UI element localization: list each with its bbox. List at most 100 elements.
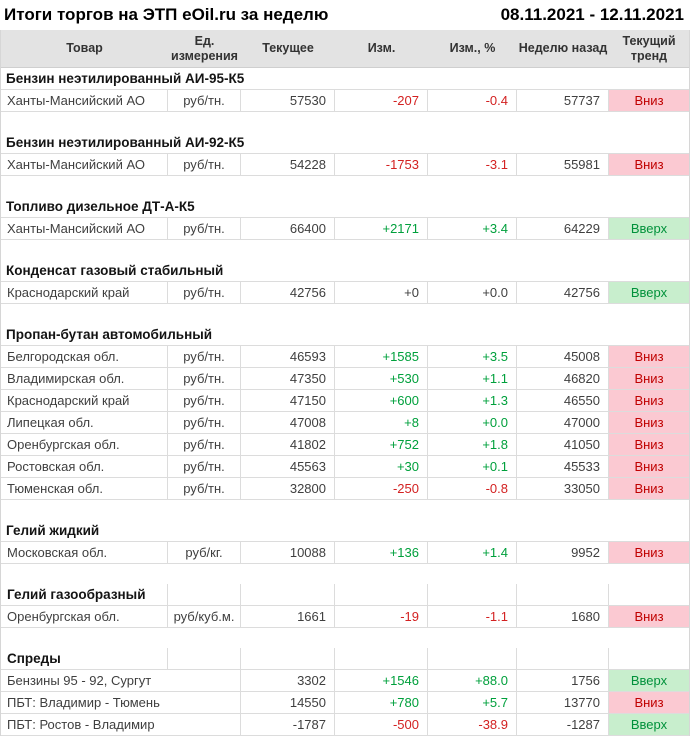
product-cell: Липецкая обл. bbox=[1, 412, 168, 434]
trend-cell: Вниз bbox=[609, 478, 689, 500]
current-price-cell: 42756 bbox=[241, 282, 335, 304]
product-cell: Краснодарский край bbox=[1, 390, 168, 412]
table-row: Ханты-Мансийский АО руб/тн. 57530 -207 -0.4 5… bbox=[1, 90, 689, 112]
column-header-unit: Ед. измерения bbox=[171, 34, 238, 63]
current-price-cell: 1661 bbox=[241, 606, 335, 628]
empty-cell bbox=[168, 584, 241, 606]
week-ago-cell: 57737 bbox=[517, 90, 609, 112]
unit-cell: руб/тн. bbox=[168, 368, 241, 390]
section-title-cell: Конденсат газовый стабильный bbox=[1, 260, 689, 282]
current-price-cell: 3302 bbox=[241, 670, 335, 692]
week-ago-cell: 1680 bbox=[517, 606, 609, 628]
week-ago-cell: 47000 bbox=[517, 412, 609, 434]
unit-cell: руб/тн. bbox=[168, 90, 241, 112]
table-body: Бензин неэтилированный АИ-95-К5 Ханты-Ман… bbox=[1, 68, 689, 736]
trend-cell: Вниз bbox=[609, 154, 689, 176]
section-title-label: Пропан-бутан автомобильный bbox=[6, 327, 213, 342]
section-title-cell: Гелий газообразный bbox=[1, 584, 168, 606]
section-title-label: Гелий газообразный bbox=[7, 587, 146, 602]
section-header-row: Пропан-бутан автомобильный bbox=[1, 324, 689, 346]
current-price-cell: 66400 bbox=[241, 218, 335, 240]
unit-cell: руб/тн. bbox=[168, 434, 241, 456]
section-title-label: Конденсат газовый стабильный bbox=[6, 263, 224, 278]
change-pct-cell: +3.5 bbox=[428, 346, 517, 368]
trend-cell: Вниз bbox=[609, 692, 689, 714]
section-gap bbox=[1, 304, 689, 324]
week-ago-cell: 9952 bbox=[517, 542, 609, 564]
product-cell: Бензины 95 - 92, Сургут bbox=[1, 670, 241, 692]
table-row: Тюменская обл. руб/тн. 32800 -250 -0.8 33050 В… bbox=[1, 478, 689, 500]
current-price-cell: -1787 bbox=[241, 714, 335, 736]
section-title-cell: Спреды bbox=[1, 648, 168, 670]
change-pct-cell: +0.0 bbox=[428, 282, 517, 304]
unit-cell: руб/тн. bbox=[168, 478, 241, 500]
trend-cell: Вверх bbox=[609, 218, 689, 240]
current-price-cell: 14550 bbox=[241, 692, 335, 714]
trend-cell: Вниз bbox=[609, 542, 689, 564]
week-ago-cell: 46550 bbox=[517, 390, 609, 412]
section-gap bbox=[1, 500, 689, 520]
change-pct-cell: +88.0 bbox=[428, 670, 517, 692]
current-price-cell: 41802 bbox=[241, 434, 335, 456]
change-pct-cell: +1.3 bbox=[428, 390, 517, 412]
unit-cell: руб/тн. bbox=[168, 282, 241, 304]
product-cell: Тюменская обл. bbox=[1, 478, 168, 500]
table-row: Ханты-Мансийский АО руб/тн. 54228 -1753 -3.1… bbox=[1, 154, 689, 176]
table-row: Оренбургская обл. руб/куб.м. 1661 -19 -1.1 16… bbox=[1, 606, 689, 628]
product-cell: Оренбургская обл. bbox=[1, 606, 168, 628]
table-row: Бензины 95 - 92, Сургут 3302 +1546 +88.0 175… bbox=[1, 670, 689, 692]
table-row: Московская обл. руб/кг. 10088 +136 +1.4 9952 В… bbox=[1, 542, 689, 564]
week-ago-cell: 64229 bbox=[517, 218, 609, 240]
change-cell: -1753 bbox=[335, 154, 428, 176]
section-title-cell: Бензин неэтилированный АИ-95-К5 bbox=[1, 68, 689, 90]
table-row: ПБТ: Ростов - Владимир -1787 -500 -38.9 -128… bbox=[1, 714, 689, 736]
change-cell: +752 bbox=[335, 434, 428, 456]
section-header-row: Гелий газообразный bbox=[1, 584, 689, 606]
price-table: Товар Ед. измерения Текущее Изм. Изм., %… bbox=[0, 30, 690, 736]
change-pct-cell: +1.1 bbox=[428, 368, 517, 390]
section-header-row: Гелий жидкий bbox=[1, 520, 689, 542]
unit-cell: руб/тн. bbox=[168, 154, 241, 176]
section-header-row: Бензин неэтилированный АИ-92-К5 bbox=[1, 132, 689, 154]
week-ago-cell: 33050 bbox=[517, 478, 609, 500]
unit-cell: руб/тн. bbox=[168, 346, 241, 368]
unit-cell: руб/тн. bbox=[168, 456, 241, 478]
section-title-cell: Бензин неэтилированный АИ-92-К5 bbox=[1, 132, 689, 154]
table-row: Ханты-Мансийский АО руб/тн. 66400 +2171 +3.4… bbox=[1, 218, 689, 240]
change-cell: +1585 bbox=[335, 346, 428, 368]
product-cell: Белгородская обл. bbox=[1, 346, 168, 368]
column-header-change-pct: Изм., % bbox=[449, 41, 496, 56]
change-pct-cell: +0.0 bbox=[428, 412, 517, 434]
current-price-cell: 45563 bbox=[241, 456, 335, 478]
empty-cell bbox=[335, 584, 428, 606]
change-cell: +8 bbox=[335, 412, 428, 434]
trend-cell: Вниз bbox=[609, 390, 689, 412]
change-cell: -500 bbox=[335, 714, 428, 736]
table-row: Краснодарский край руб/тн. 47150 +600 +1.3 46… bbox=[1, 390, 689, 412]
trend-cell: Вниз bbox=[609, 456, 689, 478]
week-ago-cell: 13770 bbox=[517, 692, 609, 714]
section-title-label: Бензин неэтилированный АИ-95-К5 bbox=[6, 71, 245, 86]
table-row: Владимирская обл. руб/тн. 47350 +530 +1.1 468… bbox=[1, 368, 689, 390]
change-pct-cell: +5.7 bbox=[428, 692, 517, 714]
empty-cell bbox=[428, 648, 517, 670]
column-header-product: Товар bbox=[66, 41, 103, 56]
current-price-cell: 54228 bbox=[241, 154, 335, 176]
section-title-cell: Гелий жидкий bbox=[1, 520, 689, 542]
product-cell: Краснодарский край bbox=[1, 282, 168, 304]
empty-cell bbox=[517, 584, 609, 606]
table-row: ПБТ: Владимир - Тюмень 14550 +780 +5.7 13770… bbox=[1, 692, 689, 714]
product-cell: Ханты-Мансийский АО bbox=[1, 218, 168, 240]
unit-cell: руб/тн. bbox=[168, 390, 241, 412]
section-header-row: Топливо дизельное ДТ-А-К5 bbox=[1, 196, 689, 218]
change-pct-cell: +3.4 bbox=[428, 218, 517, 240]
product-cell: Владимирская обл. bbox=[1, 368, 168, 390]
section-title-label: Топливо дизельное ДТ-А-К5 bbox=[6, 199, 195, 214]
change-pct-cell: +0.1 bbox=[428, 456, 517, 478]
column-header-trend: Текущий тренд bbox=[622, 34, 676, 63]
current-price-cell: 10088 bbox=[241, 542, 335, 564]
section-header-row: Спреды bbox=[1, 648, 689, 670]
change-cell: +1546 bbox=[335, 670, 428, 692]
current-price-cell: 47350 bbox=[241, 368, 335, 390]
table-row: Белгородская обл. руб/тн. 46593 +1585 +3.5 45… bbox=[1, 346, 689, 368]
